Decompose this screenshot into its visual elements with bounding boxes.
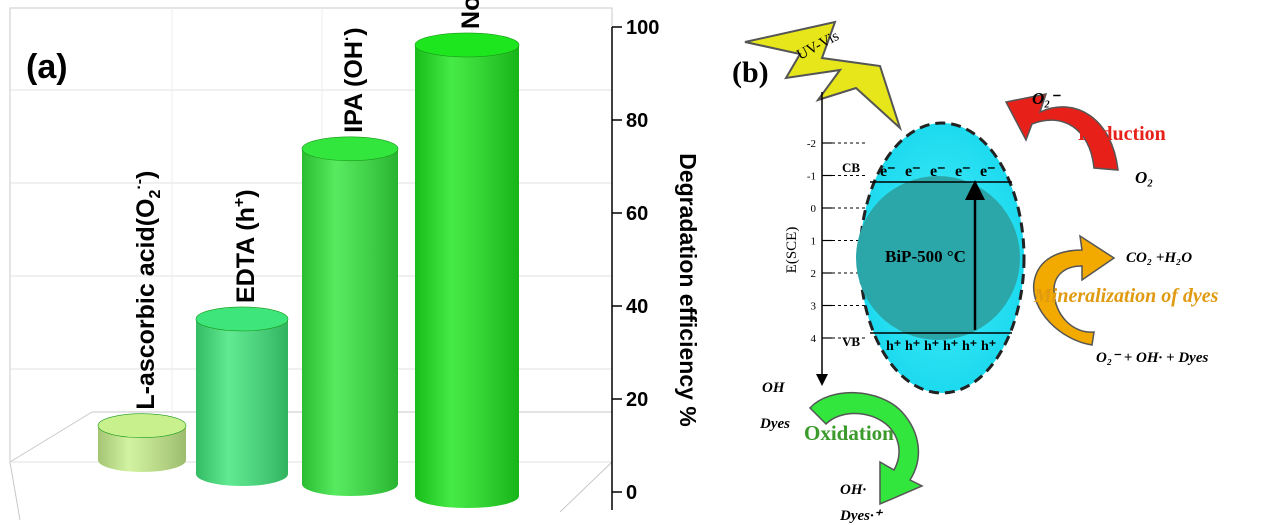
electron: e⁻ (905, 163, 921, 180)
bar-label: No Scavengers (457, 0, 485, 29)
dyes-reactant: Dyes (759, 416, 790, 432)
hydroxyl-reactant: OH (762, 380, 786, 396)
reduction-label: Reduction (1078, 123, 1166, 145)
hole: h⁺ (943, 339, 958, 354)
vb-label: VB (842, 334, 860, 349)
bar-label: EDTA (h+) (231, 189, 260, 303)
catalyst-label: BiP-500 °C (885, 247, 966, 266)
bar-shading (196, 319, 288, 486)
y-tick-label: 20 (626, 389, 648, 411)
y-axis-label: Degradation efficiency % (675, 153, 701, 427)
potential-tick-label: -2 (807, 138, 816, 150)
y-tick-label: 40 (626, 296, 648, 318)
bars-group (98, 33, 519, 508)
bar-cylinder (196, 307, 288, 486)
potential-tick-label: -1 (807, 171, 816, 183)
y-tick-label: 60 (626, 203, 648, 225)
y-tick-label: 0 (626, 482, 637, 504)
bar-cylinder (415, 33, 519, 508)
y-axis: 0 20 40 60 80 100 (612, 17, 659, 510)
potential-tick-label: 3 (811, 301, 817, 313)
potential-axis-label: E(SCE) (784, 227, 800, 274)
oxygen-reactant: O₂ (1135, 168, 1153, 187)
superoxide-product: O₂⁻ (1032, 89, 1061, 108)
mineralization-reactants: O₂⁻ + OH· + Dyes (1096, 350, 1208, 366)
bar-cylinder (302, 137, 398, 496)
potential-tick-label: 2 (811, 268, 817, 280)
potential-tick-label: 4 (811, 333, 817, 345)
hole: h⁺ (981, 339, 996, 354)
bar-top (302, 137, 398, 161)
mineralization-products: CO₂ +H₂O (1126, 250, 1192, 266)
hole: h⁺ (886, 339, 901, 354)
bar-top (415, 33, 519, 57)
y-tick-label: 80 (626, 110, 648, 132)
hole: h⁺ (962, 339, 977, 354)
dye-radical-product: Dyes·⁺ (839, 508, 884, 524)
hydroxyl-radical-product: OH· (840, 482, 867, 498)
electron: e⁻ (980, 163, 996, 180)
mineralization-label: Mineralization of dyes (1033, 285, 1219, 307)
bar-shading (302, 149, 398, 496)
electron: e⁻ (955, 163, 971, 180)
hole: h⁺ (924, 339, 939, 354)
y-tick-label: 100 (626, 17, 659, 39)
potential-tick-label: 1 (811, 236, 817, 248)
oxidation-label: Oxidation (804, 421, 894, 445)
panel-a-label: (a) (26, 48, 68, 86)
bar-shading (415, 45, 519, 508)
electron: e⁻ (930, 163, 946, 180)
bar-cylinder (98, 414, 186, 472)
bar-chart-panel: L-ascorbic acid(O2·-) EDTA (h+) IPA (OH·) N… (10, 0, 701, 520)
cb-label: CB (842, 160, 860, 175)
electron: e⁻ (880, 163, 896, 180)
bar-label: L-ascorbic acid(O2·-) (131, 171, 164, 410)
hole: h⁺ (905, 339, 920, 354)
bar-label: IPA (OH·) (339, 27, 368, 132)
bar-top (196, 307, 288, 331)
bar-top (98, 414, 186, 438)
panel-b-label: (b) (732, 56, 769, 89)
potential-tick-label: 0 (811, 203, 817, 215)
